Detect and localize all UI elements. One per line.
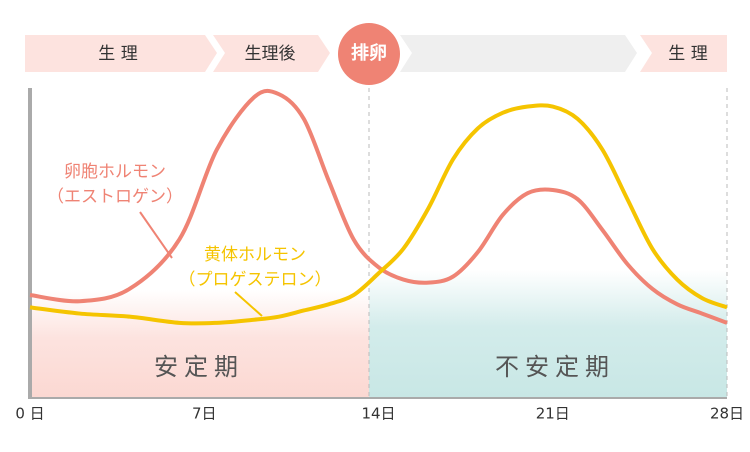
phase-arrow: [400, 35, 637, 72]
phase-label: 生 理: [98, 44, 137, 64]
x-tick-label: 14日: [361, 405, 395, 423]
phase-label: 生 理: [668, 44, 707, 64]
hormone-curve: [29, 88, 728, 325]
x-tick-label: 28日: [710, 405, 744, 423]
x-tick-label: 7日: [192, 405, 217, 423]
unstable-region: [369, 270, 727, 397]
series-label: 黄体ホルモン: [204, 245, 306, 265]
x-tick-label: 0 日: [15, 405, 44, 423]
phase-arrow: [640, 35, 727, 72]
series-label: 卵胞ホルモン: [64, 162, 166, 182]
phase-label: 排卵: [351, 42, 387, 64]
region-label: 安定期: [154, 353, 244, 381]
x-tick-label: 21日: [536, 405, 570, 423]
ovulation-circle: [338, 23, 400, 85]
series-label: （エストロゲン）: [47, 187, 183, 207]
leader-line: [139, 211, 173, 259]
phase-label: 生理後: [245, 44, 296, 64]
phase-bar: 生 理 生理後 排卵 生 理: [25, 23, 727, 85]
leader-line: [234, 291, 263, 317]
series-label: （プロゲステロン）: [179, 270, 332, 290]
region-label: 不安定期: [495, 353, 615, 381]
hormone-curve: [29, 103, 728, 326]
phase-arrow: [25, 35, 217, 72]
phase-arrow: [213, 35, 330, 72]
